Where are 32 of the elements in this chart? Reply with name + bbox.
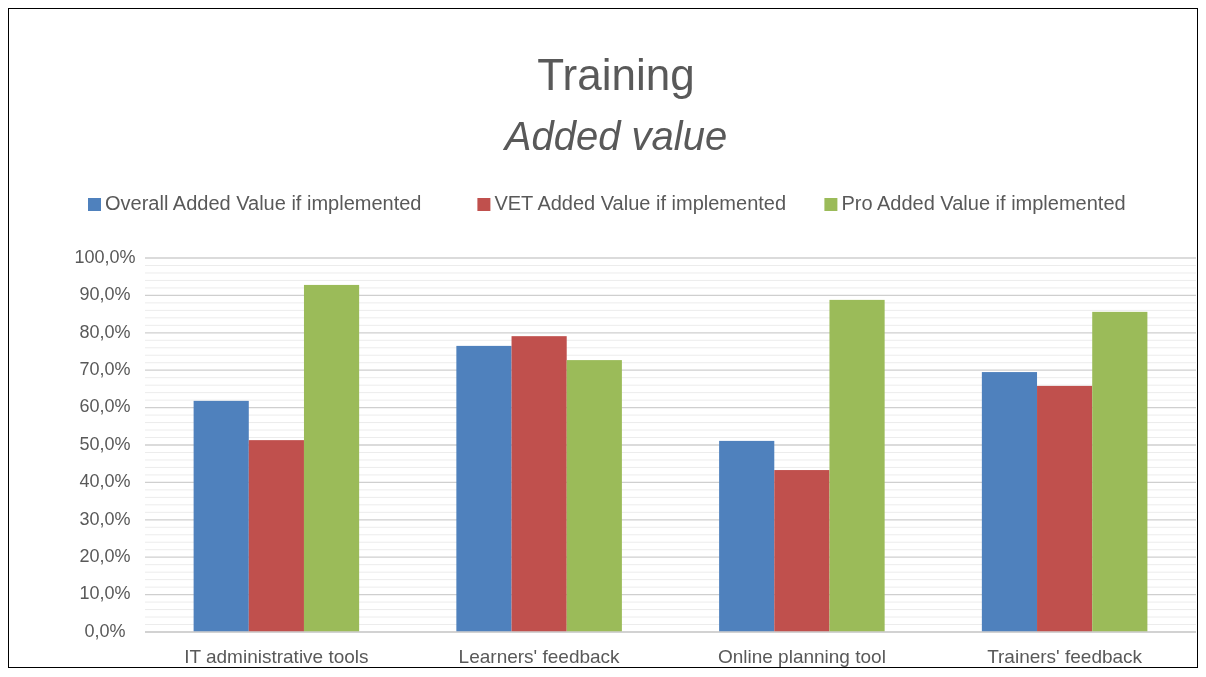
x-tick-label: Learners' feedback (458, 646, 621, 667)
x-tick-label: IT administrative tools (184, 646, 369, 667)
bar (981, 372, 1038, 632)
y-tick-label: 30,0% (79, 508, 131, 529)
y-tick-label: 80,0% (79, 321, 131, 342)
y-tick-label: 90,0% (79, 284, 131, 305)
chart-subtitle: Added value (502, 114, 728, 158)
y-tick-label: 40,0% (79, 471, 131, 492)
legend-label: Pro Added Value if implemented (841, 192, 1126, 215)
y-tick-label: 60,0% (79, 396, 131, 417)
bar (248, 440, 304, 632)
legend-label: Overall Added Value if implemented (105, 192, 422, 215)
bar (456, 345, 512, 632)
bar (193, 400, 249, 632)
y-tick-label: 70,0% (79, 358, 131, 379)
x-tick-label: Online planning tool (717, 646, 886, 667)
legend-label: VET Added Value if implemented (494, 192, 787, 215)
y-tick-label: 20,0% (79, 545, 131, 566)
y-tick-label: 0,0% (84, 620, 126, 641)
y-tick-label: 10,0% (79, 583, 131, 604)
bar (829, 299, 885, 632)
bar (719, 440, 775, 632)
x-tick-label: Trainers' feedback (987, 646, 1143, 667)
bar (511, 336, 567, 632)
y-tick-label: 50,0% (79, 433, 131, 454)
bar (1037, 385, 1093, 632)
bar (774, 470, 830, 632)
bar (566, 360, 622, 632)
y-tick-label: 100,0% (74, 246, 136, 267)
bar (303, 284, 360, 632)
bar (1092, 311, 1148, 632)
chart-title: Training (537, 50, 695, 99)
